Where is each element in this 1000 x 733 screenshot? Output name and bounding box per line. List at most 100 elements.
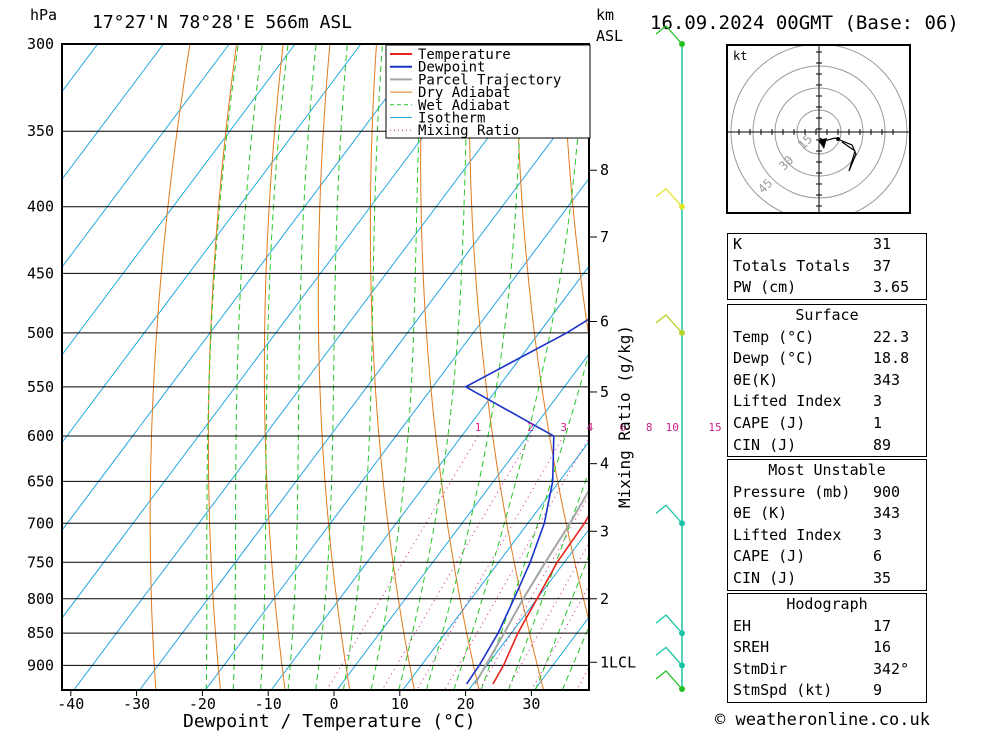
height-tick-label: 3 (600, 522, 609, 540)
mixing-ratio-label: 10 (666, 421, 679, 434)
temperature-tick-label: -30 (123, 695, 150, 713)
surface-index-value: 89 (873, 435, 892, 454)
mixing-ratio-line (506, 542, 589, 690)
pressure-tick-label: 500 (27, 324, 54, 342)
most-unstable-index-value: 6 (873, 547, 883, 566)
wet-adiabat-line (287, 44, 317, 690)
isotherm-line (62, 44, 230, 268)
hodograph-index-value: 342° (873, 659, 910, 678)
height-tick-label: 5 (600, 383, 609, 401)
dry-adiabat-line (936, 44, 1000, 690)
surface-index-label: Temp (°C) (733, 327, 815, 346)
mixing-ratio-line (416, 435, 565, 690)
pressure-tick-label: 850 (27, 624, 54, 642)
pressure-tick-label: 750 (27, 553, 54, 571)
height-tick-label: 7 (600, 228, 609, 246)
mixing-ratio-line (381, 435, 532, 690)
wind-barb (655, 646, 683, 666)
hodograph-ring-label: 30 (776, 153, 796, 173)
legend-label: Mixing Ratio (418, 123, 519, 139)
surface-index-row: Dewp (°C) 18.8 (728, 348, 926, 370)
pressure-tick-label: 400 (27, 198, 54, 216)
pressure-tick-label: 550 (27, 378, 54, 396)
hodograph-storm-marker (818, 138, 827, 149)
wet-adiabat-line (453, 44, 585, 690)
most-unstable-index-value: 3 (873, 525, 883, 544)
most-unstable-index-row: CAPE (J) 6 (728, 546, 926, 568)
wet-adiabat-line (534, 554, 589, 690)
legend-box (385, 44, 591, 139)
pressure-tick-label: 300 (27, 35, 54, 53)
temperature-tick-label: -10 (255, 695, 282, 713)
hodograph-index-row: StmSpd (kt) 9 (728, 680, 926, 702)
dry-adiabat-line (515, 44, 589, 623)
isotherm-line (62, 44, 362, 444)
wet-adiabat-line (342, 44, 383, 690)
surface-index-label: θE(K) (733, 370, 779, 389)
surface-index-label: CAPE (J) (733, 413, 806, 432)
legend-label: Temperature (418, 47, 511, 63)
hodograph-index-row: SREH 16 (728, 637, 926, 659)
mixing-ratio-label: 2 (527, 421, 534, 434)
legend-label: Dry Adiabat (418, 85, 511, 101)
mixing-ratio-label: 1 (475, 421, 482, 434)
dry-adiabat-line (983, 44, 1000, 690)
pressure-tick-label: 700 (27, 514, 54, 532)
general-index-label: Totals Totals (733, 256, 851, 275)
mixing-ratio-line (326, 435, 479, 690)
wind-barb (655, 187, 683, 208)
height-tick-label: 8 (600, 161, 609, 179)
surface-box: Surface Temp (°C) 22.3 Dewp (°C) 18.8 θE(K) 3… (727, 304, 927, 458)
wind-barb (655, 670, 683, 690)
surface-index-label: Lifted Index (733, 392, 842, 411)
most-unstable-index-row: θE (K) 343 (728, 503, 926, 525)
most-unstable-index-row: CIN (J) 35 (728, 568, 926, 590)
legend-label: Dewpoint (418, 60, 485, 76)
surface-index-label: Dewp (°C) (733, 349, 815, 368)
hodograph-index-row: StmDir 342° (728, 659, 926, 681)
hodograph-index-label: EH (733, 616, 752, 635)
pressure-tick-label: 650 (27, 472, 54, 490)
surface-index-row: Lifted Index 3 (728, 391, 926, 413)
wind-barb (655, 314, 683, 334)
mixing-ratio-label: 6 (620, 421, 627, 434)
general-index-label: PW (cm) (733, 278, 797, 297)
hodograph-index-box: Hodograph EH 17 SREH 16 StmDir 342° StmSpd (kt… (727, 593, 927, 703)
surface-index-value: 1 (873, 413, 883, 432)
run-date: 16.09.2024 00GMT (Base: 06) (650, 12, 959, 34)
surface-index-label: CIN (J) (733, 435, 797, 454)
mixing-ratio-label: 15 (708, 421, 721, 434)
mixing-ratio-label: 4 (587, 421, 594, 434)
most-unstable-index-value: 35 (873, 568, 892, 587)
most-unstable-index-label: θE (K) (733, 504, 788, 523)
isotherm-line (62, 44, 296, 356)
isotherm-line (204, 177, 589, 690)
pressure-tick-label: 450 (27, 264, 54, 282)
dewpoint-line (464, 318, 589, 685)
chart-grid (62, 44, 1000, 690)
location-title: 17°27'N 78°28'E 566m ASL (92, 12, 352, 33)
legend-label: Parcel Trajectory (418, 72, 561, 88)
most-unstable-index-value: 343 (873, 504, 901, 523)
dry-adiabat-line (317, 44, 351, 690)
surface-index-row: θE(K) 343 (728, 370, 926, 392)
temperature-tick-label: 10 (391, 695, 409, 713)
most-unstable-box: Most Unstable Pressure (mb) 900 θE (K) 343 L… (727, 459, 927, 591)
isotherm-line (73, 44, 559, 690)
mixing-ratio-line (576, 666, 589, 690)
chart-labels: 1234681015202530035040045050055060065070… (27, 35, 778, 713)
dry-adiabat-line (468, 44, 545, 690)
temperature-line (492, 513, 589, 685)
wet-adiabat-line (425, 44, 524, 690)
wet-adiabat-line (370, 44, 424, 690)
dry-adiabat-line (562, 44, 589, 341)
most-unstable-index-label: Pressure (mb) (733, 482, 851, 501)
surface-index-row: CIN (J) 89 (728, 435, 926, 457)
wind-barb (655, 614, 683, 634)
hodograph-index-title: Hodograph (786, 595, 868, 613)
pressure-tick-label: 600 (27, 427, 54, 445)
temperature-tick-label: 30 (522, 695, 540, 713)
site-credit[interactable]: © weatheronline.co.uk (715, 710, 930, 730)
